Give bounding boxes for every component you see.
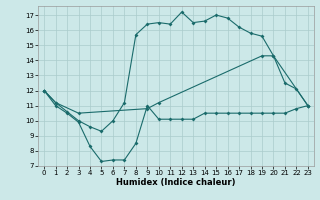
X-axis label: Humidex (Indice chaleur): Humidex (Indice chaleur) bbox=[116, 178, 236, 187]
